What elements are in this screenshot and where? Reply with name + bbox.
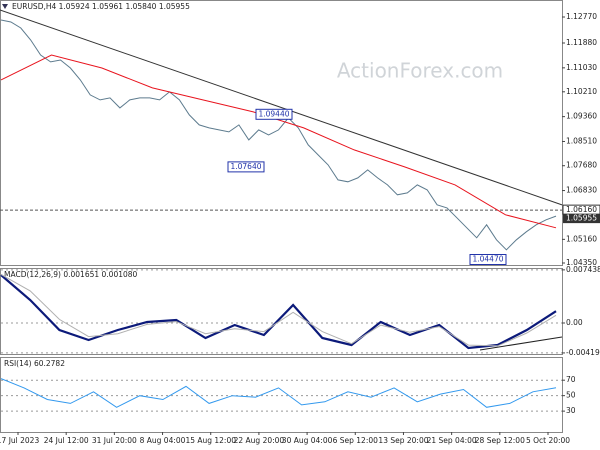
panel-title: MACD(12,26,9) 0.001651 0.001080	[4, 270, 138, 279]
last-flag	[563, 214, 600, 224]
series-line	[0, 54, 557, 229]
annotation-box	[227, 161, 265, 173]
x-tick-label: 5 Oct 20:00	[526, 436, 570, 445]
y-tick-label: 1.06830	[566, 186, 597, 195]
y-tick-label: 1.08510	[566, 136, 597, 145]
series-line	[0, 274, 557, 350]
y-tick-label: 30	[566, 406, 576, 415]
series-line	[0, 273, 557, 347]
annotation-label: 1.04470	[472, 255, 503, 264]
x-tick-label: 17 Jul 2023	[0, 436, 39, 445]
x-tick-label: 15 Aug 12:00	[185, 436, 236, 445]
price-panel	[0, 0, 563, 266]
x-tick-label: 30 Aug 04:00	[282, 436, 333, 445]
y-tick-label: 1.04350	[566, 258, 597, 267]
y-tick-label: 1.12770	[566, 12, 597, 21]
x-tick-label: 31 Jul 20:00	[92, 436, 137, 445]
y-tick-label: 1.05160	[566, 234, 597, 243]
header: EURUSD,H4 1.05924 1.05961 1.05840 1.0595…	[12, 2, 190, 11]
annotation-box	[255, 108, 293, 120]
annotation-label: 1.09440	[258, 109, 289, 118]
macd-trendline	[479, 336, 563, 351]
icon	[2, 4, 8, 9]
series-line	[0, 19, 557, 251]
y-tick-label: 1.10210	[566, 87, 597, 96]
rsi-panel	[0, 357, 563, 433]
price-flag-label: 1.06160	[566, 205, 597, 214]
last-flag-label: 1.05955	[566, 214, 597, 223]
y-tick-label: 0.00	[566, 318, 583, 327]
y-tick-label: -0.00419	[566, 348, 600, 357]
x-tick-label: 13 Sep 20:00	[378, 436, 428, 445]
watermark: ActionForex.com	[337, 59, 503, 83]
trendline	[0, 9, 563, 206]
y-tick-label: 70	[566, 375, 576, 384]
y-tick-label: 1.09360	[566, 112, 597, 121]
y-tick-label: 1.11880	[566, 38, 597, 47]
x-tick-label: 22 Aug 20:00	[234, 436, 285, 445]
y-tick-label: 1.11030	[566, 63, 597, 72]
panel-title: RSI(14) 60.2782	[4, 359, 65, 368]
y-tick-label: 50	[566, 391, 576, 400]
x-tick-label: 28 Sep 12:00	[475, 436, 525, 445]
annotation-label: 1.07640	[230, 162, 261, 171]
macd-panel	[0, 268, 563, 355]
y-tick-label: 0.007438	[566, 265, 600, 274]
x-tick-label: 8 Aug 04:00	[140, 436, 186, 445]
x-tick-label: 21 Sep 04:00	[427, 436, 477, 445]
y-tick-label: 1.07680	[566, 161, 597, 170]
x-tick-label: 24 Jul 12:00	[44, 436, 89, 445]
series-line	[0, 378, 557, 408]
x-tick-label: 6 Sep 12:00	[333, 436, 379, 445]
annotation-box	[469, 254, 507, 266]
